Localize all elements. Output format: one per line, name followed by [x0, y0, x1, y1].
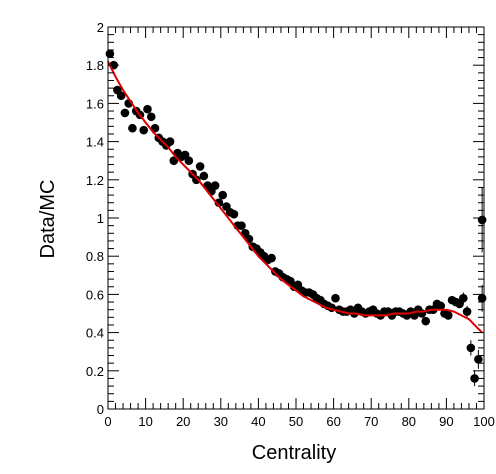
data-point — [146, 112, 156, 122]
data-point — [184, 156, 194, 165]
y-tick-label: 0.8 — [86, 249, 104, 264]
data-point — [421, 316, 431, 326]
data-point — [331, 293, 340, 303]
data-point — [195, 162, 205, 171]
y-tick-label: 1.8 — [86, 58, 104, 73]
data-point — [237, 221, 246, 230]
data-point — [199, 171, 209, 181]
y-tick-label: 2 — [97, 20, 104, 35]
x-tick-label: 30 — [214, 414, 228, 429]
fit-curve — [107, 60, 483, 334]
data-point — [267, 253, 276, 263]
data-point — [462, 307, 472, 316]
x-tick-label: 80 — [402, 414, 416, 429]
plot-marks — [105, 49, 487, 387]
data-point — [128, 123, 137, 133]
data-point — [210, 181, 220, 190]
data-point — [459, 293, 468, 303]
y-axis-title: Data/MC — [37, 180, 59, 259]
y-tick-label: 0 — [97, 402, 104, 417]
data-point — [229, 209, 239, 219]
data-point — [470, 374, 479, 383]
x-tick-label: 20 — [176, 414, 190, 429]
y-tick-label: 0.6 — [86, 287, 104, 302]
data-point — [105, 49, 115, 59]
data-point — [477, 215, 487, 225]
data-point — [120, 108, 130, 118]
x-tick-label: 100 — [473, 414, 495, 429]
data-point — [466, 343, 476, 353]
y-tick-label: 0.4 — [86, 326, 104, 341]
x-axis-title: Centrality — [252, 442, 336, 464]
x-tick-label: 0 — [104, 414, 111, 429]
y-tick-label: 1.2 — [86, 173, 104, 188]
data-point — [218, 190, 227, 200]
y-tick-label: 1 — [97, 211, 104, 226]
data-point — [116, 91, 126, 101]
x-tick-label: 10 — [138, 414, 152, 429]
x-tick-label: 50 — [289, 414, 303, 429]
x-tick-label: 40 — [251, 414, 265, 429]
x-tick-label: 70 — [364, 414, 378, 429]
x-tick-label: 90 — [439, 414, 453, 429]
y-tick-label: 1.6 — [86, 96, 104, 111]
data-point — [436, 301, 446, 311]
data-point — [477, 293, 487, 303]
data-point — [443, 311, 453, 320]
y-tick-label: 1.4 — [86, 135, 104, 150]
data-point — [143, 104, 152, 114]
data-point — [192, 175, 201, 185]
data-point — [474, 355, 483, 364]
plot-frame — [107, 26, 485, 410]
y-tick-label: 0.2 — [86, 364, 104, 379]
data-point — [139, 125, 149, 135]
axes: 0 10 20 30 40 50 60 70 80 90 100 0 0.2 0.4 0.6 0.8 1 1.2 1… — [86, 20, 495, 429]
data-point — [165, 137, 175, 146]
x-tick-label: 60 — [326, 414, 340, 429]
